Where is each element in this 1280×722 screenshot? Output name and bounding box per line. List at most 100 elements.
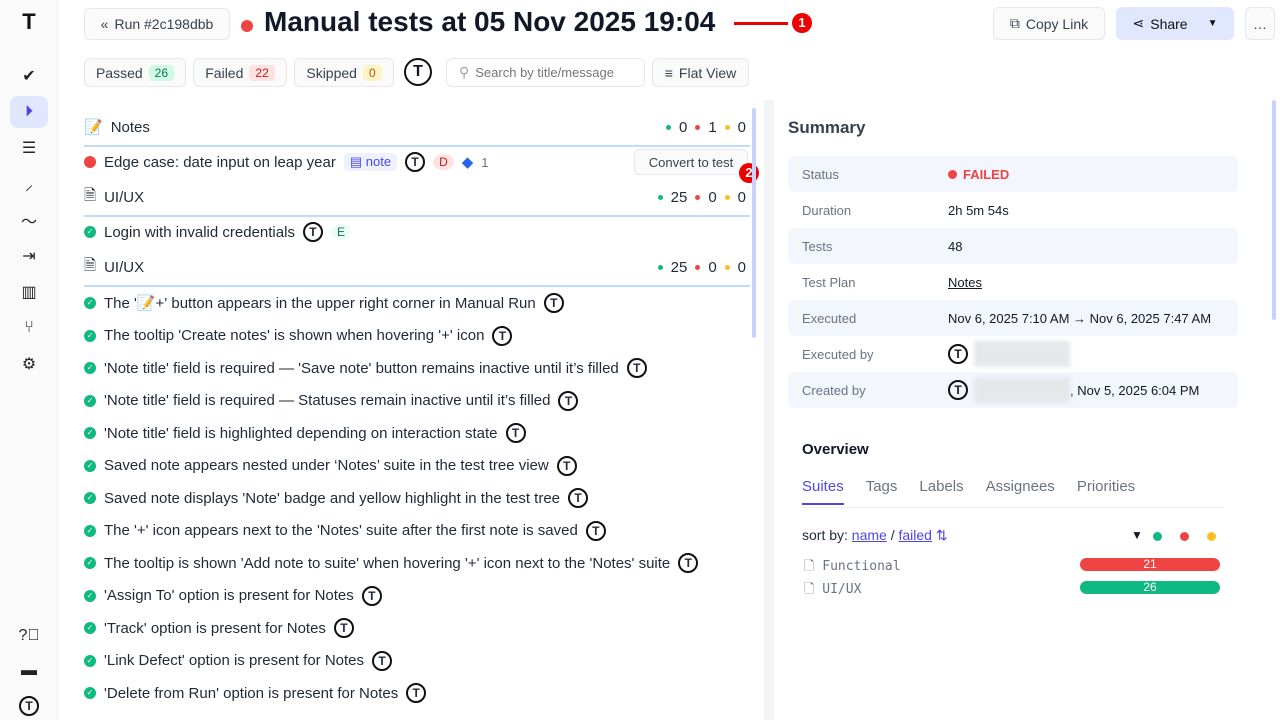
play-circle-icon[interactable]: ⏵ (10, 96, 48, 128)
skipped-count: 0 (737, 258, 746, 276)
search-input[interactable]: ⚲ (446, 58, 645, 87)
summary-row-created-by: Created by T, Nov 5, 2025 6:04 PM (788, 372, 1238, 408)
file-check-icon: 🗎 (84, 186, 97, 204)
suite-item-uiux[interactable]: 🗋 UI/UX (804, 582, 862, 597)
filter-passed[interactable]: Passed 26 (84, 58, 186, 87)
share-button[interactable]: ⋖ Share ▼ (1116, 7, 1234, 40)
test-row[interactable]: ✓ The tooltip is shown 'Add note to suite… (84, 548, 750, 578)
test-title: Edge case: date input on leap year (104, 153, 336, 171)
test-title: 'Note title' field is highlighted depend… (104, 424, 498, 442)
count-badge: 22 (249, 64, 275, 81)
test-title: 'Link Defect' option is present for Note… (104, 652, 365, 669)
failed-count: 0 (708, 188, 717, 206)
tab-tags[interactable]: Tags (865, 478, 898, 495)
avatar: T (556, 455, 577, 476)
test-row[interactable]: ✓ 'Track' option is present for Notes T (84, 613, 750, 643)
suite-bar-functional: 21 (1080, 558, 1220, 571)
test-row[interactable]: ✓ 'Link Defect' option is present for Not… (84, 646, 750, 676)
chevron-down-icon[interactable]: ▼ (1207, 18, 1218, 29)
tab-priorities[interactable]: Priorities (1076, 478, 1136, 495)
sort-direction-icon[interactable]: ⇅ (931, 527, 948, 543)
tab-labels[interactable]: Labels (919, 478, 964, 495)
avatar: T (568, 488, 589, 508)
search-icon: ⚲ (459, 64, 470, 80)
passed-icon: ✓ (84, 394, 96, 407)
convert-to-test-button[interactable]: Convert to test (634, 149, 748, 175)
failed-legend-dot[interactable] (1180, 532, 1189, 541)
share-icon: ⋖ (1132, 15, 1145, 31)
assignee-filter-avatar[interactable]: T (404, 58, 432, 86)
passed-icon: ✓ (84, 362, 96, 374)
summary-scrollbar[interactable] (1272, 100, 1276, 320)
test-row[interactable]: ✓ 'Delete from Run' option is present for… (84, 678, 750, 708)
skipped-count: 0 (737, 118, 746, 136)
passed-icon: ✓ (84, 687, 96, 699)
skipped-legend-dot[interactable] (1207, 532, 1216, 541)
folder-icon[interactable]: ▬ (21, 662, 37, 679)
tab-assignees[interactable]: Assignees (985, 478, 1055, 495)
flat-view-button[interactable]: ≡ Flat View (652, 58, 749, 87)
filter-failed[interactable]: Failed 22 (193, 58, 287, 87)
passed-icon: ✓ (84, 557, 96, 569)
suite-name: UI/UX (104, 188, 145, 206)
test-row[interactable]: ✓ Login with invalid credentials T E (84, 217, 750, 247)
test-row[interactable]: ✓ Saved note appears nested under ‘Notes’… (84, 451, 750, 481)
file-check-icon: 🗎 (84, 256, 97, 274)
redacted-name (974, 341, 1070, 367)
tab-suites[interactable]: Suites (802, 478, 844, 505)
test-row[interactable]: ✓ The '📝+' button appears in the upper ri… (84, 288, 750, 318)
avatar: T (333, 618, 354, 638)
test-row-note[interactable]: Edge case: date input on leap year ▤ not… (84, 147, 759, 183)
test-row[interactable]: ✓ 'Note title' field is highlighted depen… (84, 418, 750, 448)
more-button[interactable]: … (1245, 7, 1275, 40)
test-title: Saved note appears nested under ‘Notes’ … (104, 457, 549, 474)
test-row[interactable]: ✓ 'Assign To' option is present for Notes… (84, 581, 750, 611)
help-icon[interactable]: ?⃝ (18, 627, 40, 644)
filter-icon[interactable]: ▼ (1131, 528, 1143, 542)
overview-title: Overview (802, 441, 869, 458)
import-icon[interactable]: ⇥ (22, 248, 36, 265)
pulse-icon[interactable]: 〜 (20, 214, 37, 231)
passed-legend-dot[interactable] (1153, 532, 1162, 541)
failed-count: 0 (708, 258, 717, 276)
test-row[interactable]: ✓ The tooltip 'Create notes' is shown whe… (84, 321, 750, 351)
filter-skipped[interactable]: Skipped 0 (294, 58, 394, 87)
gear-icon[interactable]: ⚙ (21, 356, 37, 373)
panel-resize-handle[interactable] (764, 100, 774, 720)
suite-row-uiux[interactable]: 🗎 UI/UX 25 0 0 (84, 182, 750, 212)
passed-icon: ✓ (84, 459, 96, 472)
branch-icon[interactable]: ⑂ (24, 319, 34, 336)
summary-panel: Summary Status FAILED Duration 2h 5m 54s T… (788, 118, 1238, 408)
test-row[interactable]: ✓ 'Note title' field is required — Status… (84, 386, 750, 416)
chart-icon[interactable]: ▥ (21, 284, 37, 301)
test-row[interactable]: ✓ Saved note displays 'Note' badge and ye… (84, 483, 750, 513)
test-row[interactable]: ✓ 'Note title' field is required — 'Save … (84, 353, 750, 383)
test-title: The '📝+' button appears in the upper rig… (104, 295, 536, 312)
avatar: T (678, 553, 699, 573)
suite-item-functional[interactable]: 🗋 Functional (804, 559, 901, 574)
copy-icon: ⧉ (1009, 15, 1020, 31)
suite-row-uiux[interactable]: 🗎 UI/UX 25 0 0 (84, 252, 750, 282)
view-label: Flat View (678, 64, 737, 81)
search-field[interactable] (475, 65, 636, 80)
avatar-icon[interactable]: T (10, 690, 48, 722)
note-tag: ▤ note (343, 153, 398, 171)
copy-link-button[interactable]: ⧉ Copy Link (993, 7, 1105, 40)
test-row[interactable]: ✓ The '+' icon appears next to the 'Notes… (84, 516, 750, 546)
summary-row-executed-by: Executed by T (788, 336, 1238, 372)
failed-count: 1 (708, 118, 717, 136)
test-plan-link[interactable]: Notes (948, 274, 982, 290)
logo-icon[interactable]: T (22, 9, 36, 34)
double-chevron-left-icon: « (100, 16, 109, 32)
page-title: Manual tests at 05 Nov 2025 19:04 (264, 6, 716, 37)
check-icon[interactable]: ✔ (22, 68, 36, 85)
stairs-icon[interactable]: ⸝ (24, 177, 33, 194)
test-title: The '+' icon appears next to the 'Notes'… (104, 522, 578, 539)
list-check-icon[interactable]: ☰ (21, 140, 37, 157)
sort-by-name-link[interactable]: name (851, 527, 887, 543)
suite-row-notes[interactable]: 📝 Notes 0 1 0 (84, 112, 750, 142)
back-to-run-button[interactable]: « Run #2c198dbb (84, 8, 230, 40)
passed-icon: ✓ (84, 589, 96, 602)
tree-scrollbar[interactable] (752, 108, 756, 338)
sort-by-failed-link[interactable]: failed (898, 527, 932, 543)
